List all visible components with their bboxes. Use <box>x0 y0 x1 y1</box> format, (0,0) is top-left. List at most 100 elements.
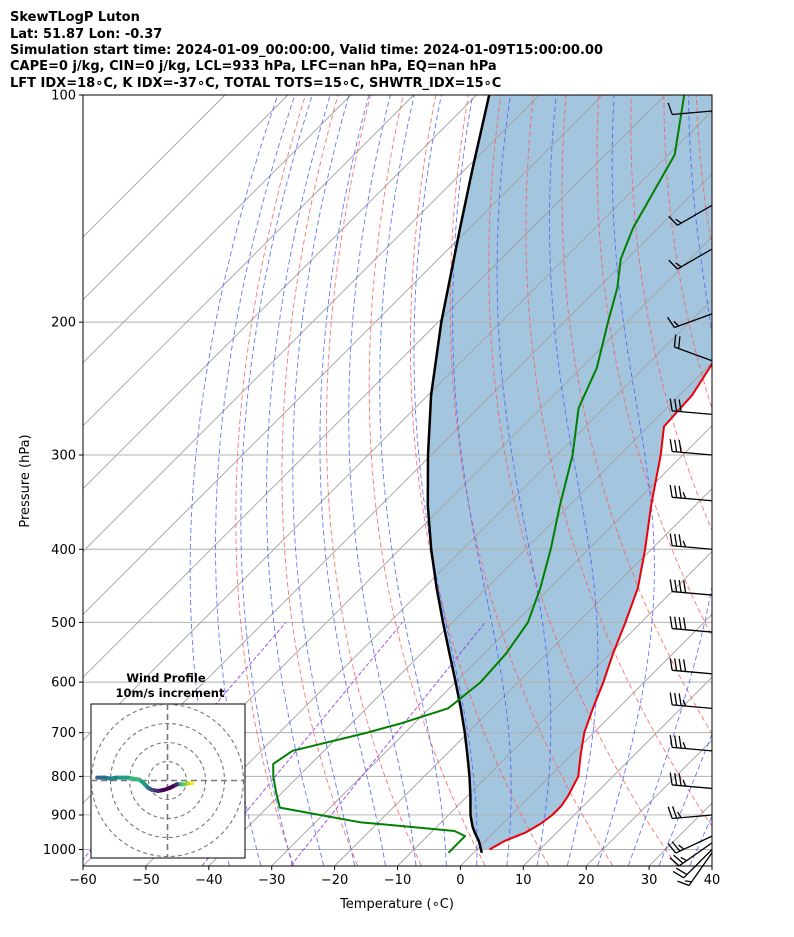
wind-barb <box>672 849 713 879</box>
wind-barb-feather <box>674 692 678 706</box>
wind-barb-feather <box>669 439 673 452</box>
wind-barb <box>669 398 713 415</box>
wind-barb-feather <box>678 617 682 630</box>
wind-barb-shaft <box>674 346 713 362</box>
wind-barb-feather <box>669 616 673 629</box>
y-tick-label: 400 <box>51 543 76 558</box>
isotherm-line <box>397 550 712 866</box>
wind-barb <box>669 439 713 456</box>
isotherm-line <box>775 95 794 865</box>
dry-adiabat-line <box>762 95 794 866</box>
moist-adiabat-line <box>452 95 512 866</box>
cape-shading-layer <box>427 95 712 850</box>
moist-adiabat-line <box>597 95 655 866</box>
wind-barb-feather <box>678 534 682 547</box>
wind-barb <box>666 313 713 329</box>
wind-barb <box>669 616 713 633</box>
wind-barb-feather <box>669 772 673 786</box>
wind-barb-feather <box>666 316 675 328</box>
hodograph-title: Wind Profile <box>126 671 206 685</box>
x-tick-label: −30 <box>258 873 285 888</box>
x-axis-label: Temperature (∘C) <box>339 897 454 912</box>
wind-barb-feather <box>674 735 678 748</box>
wind-barb-feather <box>672 870 685 879</box>
moist-adiabat-line <box>413 95 478 866</box>
dry-adiabat-layer <box>235 95 794 866</box>
wind-barb <box>673 334 713 362</box>
dry-adiabat-line <box>368 95 486 866</box>
y-tick-label: 900 <box>51 808 76 823</box>
x-tick-label: 30 <box>641 873 658 888</box>
wind-barbs <box>666 102 713 887</box>
moist-adiabat-line <box>627 95 712 866</box>
wind-barb-feather <box>680 856 687 862</box>
x-tick-label: −50 <box>132 873 159 888</box>
wind-barb-feather <box>674 533 678 547</box>
y-axis-label: Pressure (hPa) <box>18 434 33 527</box>
isotherm-line <box>208 362 712 866</box>
wind-barb-feather <box>674 485 678 498</box>
hodograph-inset: Wind Profile 10m/s increment <box>90 671 246 859</box>
isotherm-line <box>83 95 477 490</box>
moist-adiabat-line <box>266 95 331 866</box>
wind-barb-shaft <box>672 110 713 116</box>
wind-barb-feather <box>674 579 678 593</box>
header-cape: CAPE=0 j/kg, CIN=0 j/kg, LCL=933 hPa, LF… <box>10 59 497 74</box>
dry-adiabat-line <box>525 95 712 827</box>
y-tick-label: 500 <box>51 616 76 631</box>
wind-barb <box>668 248 713 270</box>
wind-barb-shaft <box>672 590 713 596</box>
isotherm-line <box>83 110 712 741</box>
moist-adiabat-line <box>752 95 794 866</box>
wind-barb <box>669 579 713 596</box>
wind-barb <box>668 204 713 226</box>
dry-adiabat-line <box>410 95 550 866</box>
moist-adiabat-layer <box>189 95 794 866</box>
wind-barb-shaft <box>677 248 713 270</box>
isotherm-line <box>713 95 794 865</box>
wind-barb-shaft <box>672 814 713 820</box>
isotherm-line <box>334 487 712 866</box>
x-tick-label: 20 <box>578 873 595 888</box>
wind-barb-feather <box>674 773 678 786</box>
plot-area <box>83 95 794 866</box>
dry-adiabat-line <box>561 95 712 735</box>
dry-adiabat-line <box>695 95 712 249</box>
wind-barb-feather <box>675 218 682 224</box>
y-tick-label: 200 <box>51 316 76 331</box>
wind-barb-feather <box>667 843 677 854</box>
isotherm-line <box>83 95 352 364</box>
isotherm-layer <box>83 95 794 866</box>
moist-adiabat-line <box>496 95 552 866</box>
wind-barb-feather <box>678 485 682 499</box>
wind-barb-feather <box>678 399 682 412</box>
profile-lines-layer <box>272 95 712 854</box>
x-tick-label: −20 <box>321 873 348 888</box>
wind-barb <box>669 772 713 790</box>
wind-barb-feather <box>674 616 678 630</box>
x-tick-label: −40 <box>195 873 222 888</box>
wind-barb <box>677 852 713 887</box>
wind-barb-feather <box>684 880 692 883</box>
x-tick-label: 10 <box>515 873 532 888</box>
moist-adiabat-line <box>721 95 794 866</box>
header-times: Simulation start time: 2024-01-09_00:00:… <box>10 43 603 58</box>
wind-barb-feather <box>677 880 690 887</box>
y-tick-label: 700 <box>51 726 76 741</box>
wind-barb-shaft <box>674 313 713 329</box>
wind-barb-feather <box>683 659 687 672</box>
x-tick-label: −10 <box>384 873 411 888</box>
dry-adiabat-line <box>326 95 422 866</box>
wind-barb-shaft <box>672 704 713 709</box>
wind-barb <box>667 102 713 116</box>
cape-shading <box>427 95 712 850</box>
moist-adiabat-line <box>783 95 794 866</box>
wind-barb-feather <box>667 806 673 819</box>
wind-barb-feather <box>678 658 682 672</box>
moist-adiabat-line <box>292 95 356 866</box>
moist-adiabat-line <box>319 95 386 866</box>
wind-barb-shaft <box>675 835 713 854</box>
moist-adiabat-line <box>189 95 279 866</box>
wind-barb-shaft <box>672 669 713 675</box>
mixing-ratio-line <box>201 622 403 866</box>
